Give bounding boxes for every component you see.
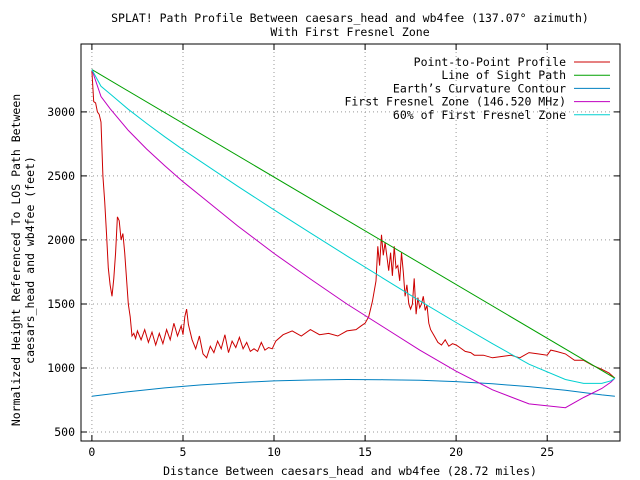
series-line-5 bbox=[91, 69, 616, 384]
y-tick-label: 3000 bbox=[47, 105, 75, 119]
chart-subtitle: With First Fresnel Zone bbox=[270, 25, 429, 39]
x-tick-label: 0 bbox=[88, 445, 95, 459]
legend-label: 60% of First Fresnel Zone bbox=[393, 108, 566, 122]
x-tick-label: 15 bbox=[358, 445, 372, 459]
series-line-1 bbox=[91, 70, 616, 379]
x-tick-label: 20 bbox=[449, 445, 463, 459]
legend-label: Line of Sight Path bbox=[441, 68, 566, 82]
series-layer bbox=[91, 69, 616, 409]
x-tick-label: 10 bbox=[267, 445, 281, 459]
y-axis-label-line1: Normalized Height Referenced To LOS Path… bbox=[9, 94, 23, 426]
legend-label: First Fresnel Zone (146.520 MHz) bbox=[344, 95, 566, 109]
x-tick-label: 25 bbox=[540, 445, 554, 459]
legend-label: Earth’s Curvature Contour bbox=[393, 81, 566, 95]
x-tick-label: 5 bbox=[180, 445, 187, 459]
series-line-4 bbox=[91, 69, 616, 409]
y-tick-label: 2000 bbox=[47, 233, 75, 247]
legend-label: Point-to-Point Profile bbox=[414, 55, 566, 69]
series-line-2 bbox=[91, 69, 616, 379]
y-tick-label: 1000 bbox=[47, 361, 75, 375]
x-axis-label: Distance Between caesars_head and wb4fee… bbox=[163, 464, 537, 478]
series-line-3 bbox=[91, 378, 615, 397]
y-tick-label: 1500 bbox=[47, 297, 75, 311]
axis-ticks: 0 5 10 15 20 25 500 1000 1500 2000 2500 3000 bbox=[47, 44, 620, 459]
plot-frame bbox=[80, 43, 621, 442]
y-tick-label: 2500 bbox=[47, 169, 75, 183]
y-axis-label-line2: caesars_head and wb4fee (feet) bbox=[23, 156, 37, 364]
y-tick-label: 500 bbox=[54, 425, 75, 439]
chart-title: SPLAT! Path Profile Between caesars_head… bbox=[111, 11, 589, 25]
